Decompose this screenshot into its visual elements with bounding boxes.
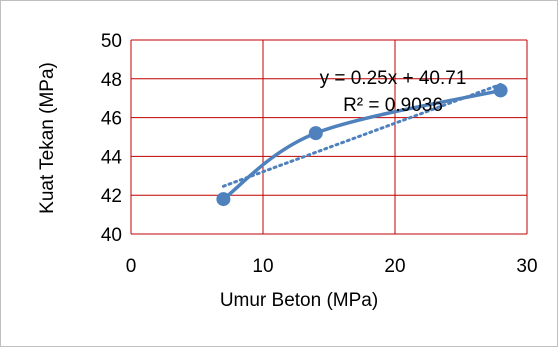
y-tick-label-48: 48: [101, 70, 122, 91]
tick-label-layer: 40 42 44 46 48 50 0 10 20 30: [101, 31, 538, 277]
x-axis-title: Umur Beton (MPa): [220, 290, 378, 311]
data-point-2: [493, 83, 508, 98]
y-tick-label-42: 42: [101, 186, 122, 207]
grid-layer: [130, 39, 528, 235]
y-tick-label-50: 50: [101, 31, 122, 52]
x-tick-label-30: 30: [516, 256, 537, 277]
y-tick-label-40: 40: [101, 225, 122, 246]
series-layer: [216, 83, 508, 207]
y-tick-label-46: 46: [101, 109, 122, 130]
y-tick-label-44: 44: [101, 147, 123, 168]
x-tick-label-0: 0: [126, 256, 137, 277]
y-axis-title: Kuat Tekan (MPa): [37, 62, 58, 214]
x-tick-label-20: 20: [384, 256, 405, 277]
data-point-1: [308, 126, 323, 141]
data-point-0: [216, 192, 231, 207]
r-squared-label: R² = 0.9036: [343, 95, 443, 116]
trendline-equation-label: y = 0.25x + 40.71: [320, 68, 467, 89]
x-tick-label-10: 10: [252, 256, 273, 277]
